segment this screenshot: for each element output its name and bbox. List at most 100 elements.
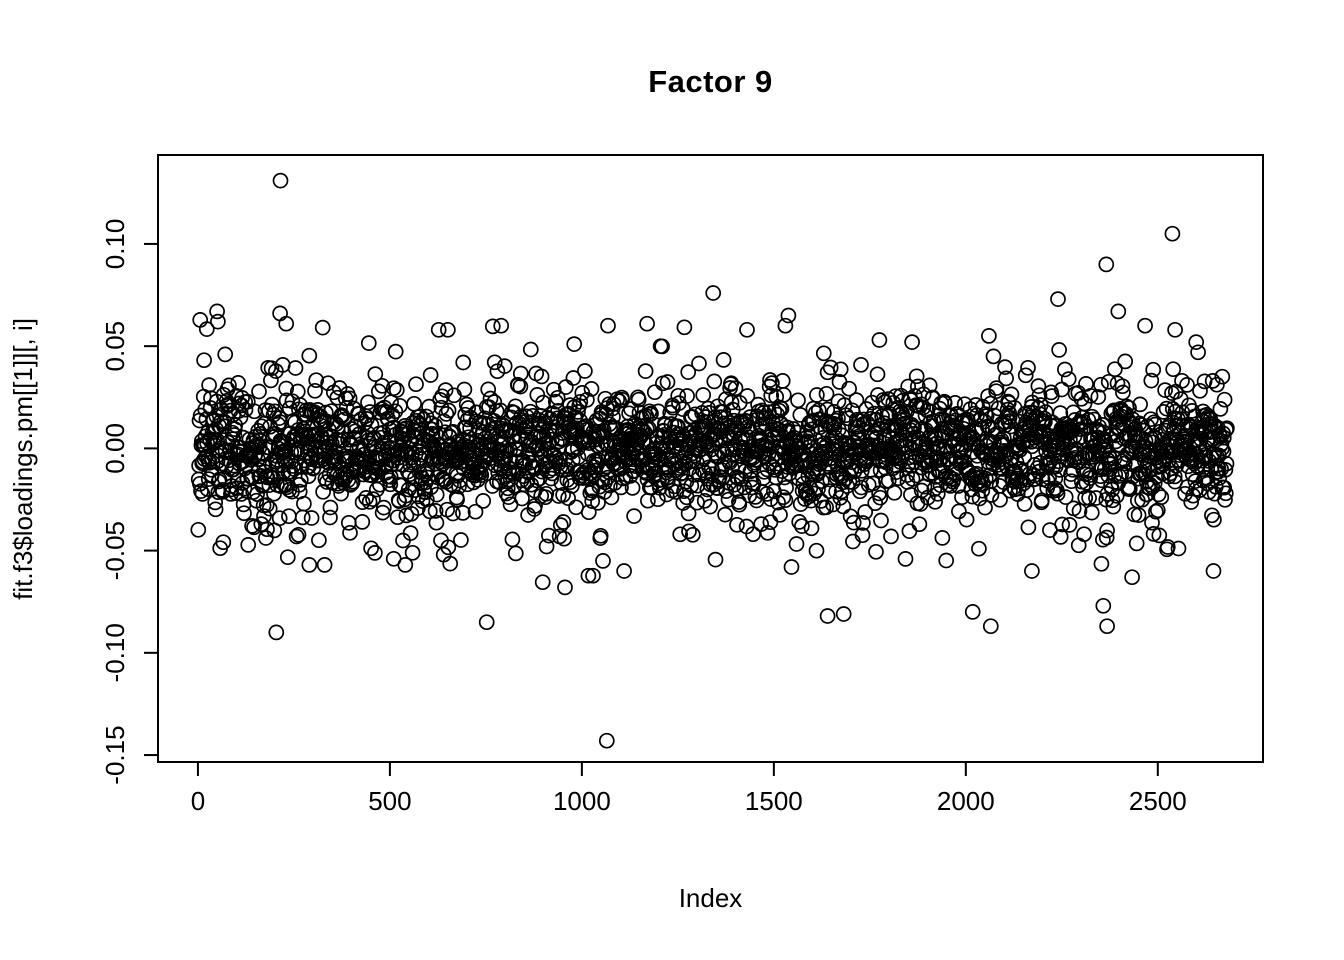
- y-tick-label: 0.10: [100, 219, 130, 270]
- data-point: [1218, 455, 1235, 472]
- data-point: [1105, 498, 1122, 515]
- data-point: [819, 364, 836, 381]
- data-point: [453, 532, 469, 548]
- data-point: [595, 553, 611, 569]
- data-point: [427, 503, 444, 519]
- data-point: [469, 471, 486, 488]
- data-point: [314, 319, 331, 336]
- data-point: [1121, 400, 1137, 416]
- data-point: [652, 338, 669, 355]
- data-point: [1093, 555, 1110, 572]
- data-point: [455, 505, 471, 521]
- data-point: [723, 394, 740, 411]
- data-point: [190, 521, 207, 538]
- data-point: [931, 407, 947, 424]
- data-point: [579, 391, 595, 408]
- data-point: [210, 313, 226, 330]
- data-point: [270, 416, 287, 433]
- data-point: [717, 506, 733, 523]
- data-point: [584, 480, 601, 497]
- data-point: [507, 545, 524, 562]
- data-point: [871, 332, 888, 348]
- data-point: [949, 406, 966, 423]
- data-point: [832, 361, 849, 378]
- data-point: [259, 521, 275, 538]
- data-point: [382, 468, 399, 485]
- data-point: [412, 408, 429, 425]
- data-point: [281, 482, 298, 498]
- data-point: [964, 604, 981, 620]
- data-point: [512, 378, 529, 395]
- data-point: [301, 347, 318, 364]
- data-point: [374, 377, 391, 394]
- data-point: [535, 394, 551, 411]
- data-point: [534, 574, 551, 591]
- data-point: [777, 492, 794, 509]
- data-point: [841, 380, 857, 397]
- data-point: [1100, 373, 1117, 390]
- data-point: [954, 489, 970, 506]
- data-point: [696, 492, 713, 509]
- data-point: [430, 321, 447, 338]
- data-point: [791, 514, 808, 530]
- data-point: [1076, 526, 1092, 543]
- data-point: [577, 363, 593, 379]
- data-point: [1212, 401, 1229, 417]
- data-point: [240, 537, 257, 553]
- data-point: [1164, 401, 1181, 417]
- data-point: [670, 387, 687, 404]
- data-point: [808, 542, 825, 559]
- data-point: [566, 336, 583, 352]
- data-point: [292, 472, 309, 488]
- data-point: [385, 550, 402, 567]
- data-point: [622, 468, 639, 484]
- data-point: [626, 508, 642, 524]
- data-point: [637, 363, 654, 379]
- data-point: [557, 579, 573, 596]
- data-point: [1130, 507, 1147, 523]
- data-point: [1217, 461, 1234, 478]
- data-point: [803, 492, 819, 509]
- data-point: [417, 484, 434, 501]
- data-point: [1052, 529, 1069, 545]
- data-point: [227, 417, 244, 434]
- data-point: [1104, 492, 1121, 509]
- x-axis-ticks: 0 500 1000 1500 2000 2500: [191, 762, 1187, 816]
- data-point: [1016, 448, 1033, 465]
- data-point: [729, 516, 745, 533]
- data-point: [1050, 453, 1067, 470]
- data-point: [451, 478, 467, 495]
- x-tick-label: 1000: [553, 786, 611, 816]
- data-point: [857, 504, 874, 520]
- data-point: [583, 381, 600, 397]
- data-point: [867, 495, 884, 512]
- data-point: [556, 530, 573, 547]
- data-point: [301, 557, 318, 573]
- data-point: [845, 514, 862, 531]
- data-point: [1204, 373, 1221, 389]
- data-point: [484, 318, 501, 335]
- data-point: [926, 428, 943, 444]
- data-point: [271, 510, 288, 527]
- data-point: [549, 389, 566, 406]
- data-point: [775, 387, 792, 403]
- data-point: [584, 493, 601, 510]
- data-point: [1217, 491, 1233, 508]
- data-point: [354, 494, 371, 511]
- data-point: [815, 345, 832, 362]
- data-point: [835, 498, 852, 515]
- data-point: [706, 373, 723, 390]
- data-point: [650, 403, 667, 420]
- data-point: [223, 486, 239, 502]
- data-point: [360, 394, 376, 411]
- data-point: [951, 503, 967, 520]
- data-point: [1205, 563, 1222, 579]
- data-point: [683, 477, 700, 494]
- data-point: [1174, 417, 1191, 434]
- data-point: [650, 491, 666, 508]
- data-point: [1214, 368, 1231, 385]
- data-point: [268, 624, 285, 641]
- data-point: [1050, 291, 1066, 307]
- data-point: [1134, 491, 1150, 508]
